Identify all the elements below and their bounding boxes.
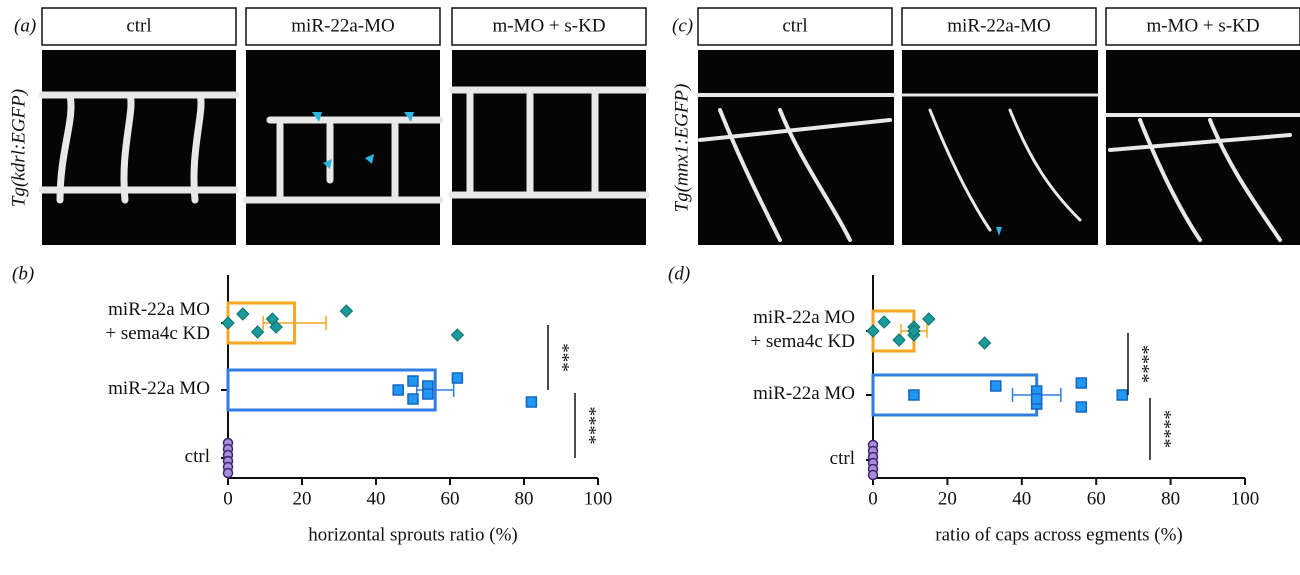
header-label: miR-22a-MO xyxy=(947,15,1050,36)
x-tick-label: 40 xyxy=(367,488,386,509)
header-label: ctrl xyxy=(782,15,807,36)
data-point xyxy=(892,333,906,347)
data-point xyxy=(977,336,992,350)
side-label: Tg(kdrl:EGFP) xyxy=(8,89,29,207)
data-point xyxy=(450,328,465,342)
data-point xyxy=(907,324,921,338)
image-panels xyxy=(38,50,1300,245)
micrograph xyxy=(42,50,236,245)
data-point xyxy=(1116,389,1128,401)
panel-label: (c) xyxy=(672,15,693,36)
x-tick-label: 60 xyxy=(441,488,460,509)
data-point xyxy=(250,325,265,339)
data-point xyxy=(908,389,920,401)
y-tick-label: miR-22a MO xyxy=(753,383,855,404)
data-point xyxy=(1075,401,1088,413)
header-box xyxy=(697,7,893,46)
data-point xyxy=(1030,393,1043,405)
data-point xyxy=(221,316,235,330)
data-point xyxy=(339,304,354,318)
x-tick-label: 0 xyxy=(868,488,878,509)
micrograph xyxy=(452,50,646,245)
data-point xyxy=(407,393,419,405)
data-point xyxy=(867,469,879,481)
data-point xyxy=(990,380,1002,392)
x-axis-label: horizontal sprouts ratio (%) xyxy=(308,524,517,545)
x-tick-label: 60 xyxy=(1087,488,1106,509)
data-point xyxy=(866,324,880,338)
significance-label: **** xyxy=(1132,345,1153,383)
header-label: m-MO + s-KD xyxy=(492,15,605,36)
y-tick-label: miR-22a MO + sema4c KD xyxy=(105,299,210,344)
panel-label: (a) xyxy=(14,15,36,36)
x-tick-label: 0 xyxy=(223,488,233,509)
data-point xyxy=(392,384,404,396)
header-box xyxy=(245,7,441,46)
header-box xyxy=(901,7,1097,46)
y-tick-label: miR-22a MO + sema4c KD xyxy=(750,307,855,352)
header-box xyxy=(451,7,647,46)
y-tick-label-line: miR-22a MO xyxy=(108,299,210,320)
x-tick-label: 20 xyxy=(293,488,312,509)
data-point xyxy=(407,375,419,387)
y-tick-label: miR-22a MO xyxy=(108,378,210,399)
header-box xyxy=(41,7,237,46)
data-point xyxy=(525,396,538,408)
vessels xyxy=(38,86,1300,242)
x-tick-label: 80 xyxy=(515,488,534,509)
micrograph xyxy=(902,50,1098,245)
x-tick-label: 20 xyxy=(938,488,957,509)
data-point xyxy=(451,372,464,384)
y-tick-label-line: ctrl xyxy=(185,446,210,467)
x-tick-label: 40 xyxy=(1012,488,1031,509)
data-point xyxy=(269,320,283,334)
micrograph xyxy=(246,50,440,245)
data-point xyxy=(877,315,891,329)
data-point xyxy=(422,388,434,400)
side-label: Tg(mnx1:EGFP) xyxy=(671,84,692,213)
y-tick-label-line: miR-22a MO xyxy=(753,383,855,404)
y-tick-label: ctrl xyxy=(830,448,855,469)
y-tick-label-line: miR-22a MO xyxy=(753,307,855,328)
header-label: m-MO + s-KD xyxy=(1146,15,1259,36)
data-point xyxy=(1075,377,1088,389)
significance-label: **** xyxy=(579,407,600,445)
x-tick-label: 100 xyxy=(584,488,613,509)
data-point xyxy=(236,307,250,321)
x-axis-label: ratio of caps across egments (%) xyxy=(935,524,1182,545)
data-point xyxy=(922,312,936,326)
panel-label: (d) xyxy=(668,263,690,284)
y-tick-label-line: ctrl xyxy=(830,448,855,469)
header-label: ctrl xyxy=(126,15,151,36)
bar xyxy=(226,368,437,412)
x-tick-label: 100 xyxy=(1231,488,1260,509)
y-tick-label-line: miR-22a MO xyxy=(108,378,210,399)
significance-label: *** xyxy=(552,343,573,372)
data-point xyxy=(222,467,234,479)
panel-label: (b) xyxy=(12,263,34,284)
header-box xyxy=(1105,7,1300,46)
y-tick-label: ctrl xyxy=(185,446,210,467)
header-label: miR-22a-MO xyxy=(291,15,394,36)
y-tick-label-line: + sema4c KD xyxy=(105,323,210,344)
y-tick-label-line: + sema4c KD xyxy=(750,331,855,352)
x-tick-label: 80 xyxy=(1161,488,1180,509)
significance-label: **** xyxy=(1154,410,1175,448)
